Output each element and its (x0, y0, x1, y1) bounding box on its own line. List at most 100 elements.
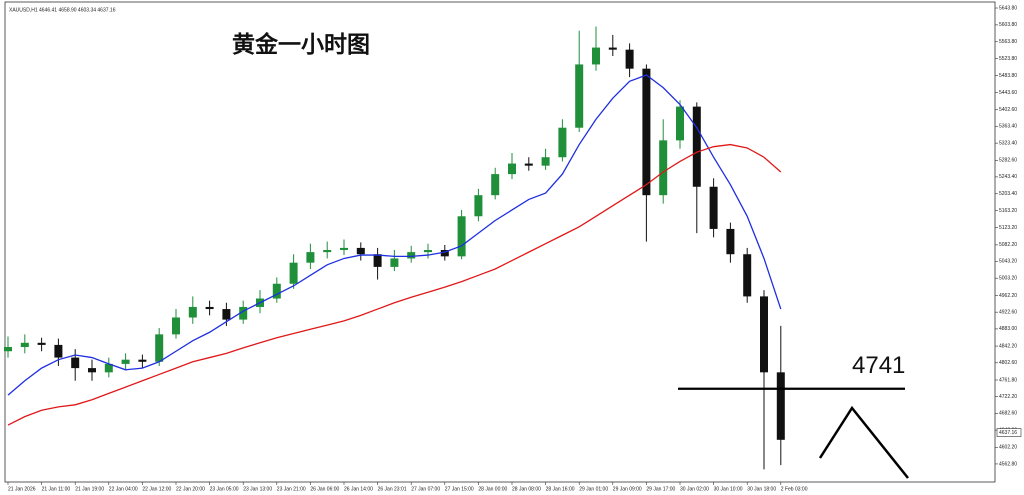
candle-body (373, 254, 382, 267)
y-tick-label: 4842.20 (999, 343, 1017, 349)
candle-body (558, 127, 567, 158)
candle-body (37, 342, 46, 345)
level-label: 4741 (852, 352, 905, 379)
candle-body (306, 252, 315, 263)
chart-title: 黄金一小时图 (232, 31, 370, 57)
current-price-label: 4637.16 (999, 430, 1017, 436)
x-tick-label: 22 Jan 12:00 (142, 486, 171, 492)
y-tick-label: 4922.60 (999, 310, 1017, 316)
y-tick-label: 4962.20 (999, 293, 1017, 299)
x-tick-label: 21 Jan 2026 (8, 486, 36, 492)
x-tick-label: 23 Jan 13:00 (243, 486, 272, 492)
candle-body (323, 250, 332, 253)
current-price-box (996, 428, 1022, 437)
candle-body (205, 306, 214, 310)
candle-body (760, 296, 768, 373)
candle-body (289, 262, 298, 284)
y-tick-label: 5402.60 (999, 107, 1017, 113)
candle-body (659, 140, 668, 196)
y-tick-label: 5443.60 (999, 90, 1017, 96)
x-tick-label: 28 Jan 16:00 (546, 486, 575, 492)
candle-body (457, 216, 466, 257)
x-tick-label: 30 Jan 18:00 (747, 486, 776, 492)
candle-body (592, 47, 600, 65)
x-tick-label: 29 Jan 17:00 (646, 486, 675, 492)
candle-body (508, 163, 516, 175)
x-tick-label: 23 Jan 21:00 (277, 486, 306, 492)
y-tick-label: 5203.40 (999, 191, 1017, 197)
candle-body (575, 64, 584, 128)
candle-body (188, 306, 197, 318)
candle-body (676, 106, 684, 141)
y-tick-label: 5563.80 (999, 39, 1017, 45)
candle-body (692, 106, 701, 187)
x-tick-label: 30 Jan 02:00 (680, 486, 709, 492)
moving-average (7, 143, 782, 426)
candle-body (138, 359, 147, 362)
y-tick-label: 5323.40 (999, 140, 1017, 146)
candle-body (726, 228, 735, 255)
candle-body (121, 359, 130, 364)
y-tick-label: 4761.80 (999, 377, 1017, 383)
x-tick-label: 22 Jan 20:00 (176, 486, 205, 492)
y-tick-label: 5483.80 (999, 73, 1017, 79)
x-tick-label: 26 Jan 14:00 (344, 486, 373, 492)
x-tick-label: 28 Jan 08:00 (512, 486, 541, 492)
candle-body (474, 195, 483, 217)
candle-body (272, 283, 281, 299)
candle-body (541, 157, 550, 166)
candle-body (440, 250, 449, 257)
x-tick-label: 29 Jan 09:00 (613, 486, 642, 492)
y-tick-label: 5043.20 (999, 259, 1017, 265)
candle-body (20, 342, 29, 348)
candle-body (642, 68, 651, 196)
x-tick-label: 29 Jan 01:00 (579, 486, 608, 492)
x-tick-label: 21 Jan 11:00 (42, 486, 71, 492)
candle-body (356, 247, 365, 255)
x-tick-label: 2 Feb 03:00 (781, 486, 808, 492)
x-tick-label: 23 Jan 05:00 (210, 486, 239, 492)
candle-body (239, 306, 248, 320)
arrow-sketch (818, 405, 909, 479)
x-tick-label: 22 Jan 04:00 (109, 486, 138, 492)
y-tick-label: 5523.80 (999, 56, 1017, 62)
y-tick-label: 4562.80 (999, 461, 1017, 467)
candle-body (172, 317, 180, 335)
candle-body (222, 309, 231, 320)
candle-body (608, 47, 617, 50)
y-tick-label: 5282.60 (999, 158, 1017, 164)
candle-body (424, 250, 432, 253)
candle-body (340, 247, 348, 251)
candle-body (4, 347, 12, 352)
y-tick-label: 4682.60 (999, 411, 1017, 417)
candle-body (491, 174, 500, 196)
candle-body (407, 252, 416, 259)
y-tick-label: 4722.20 (999, 394, 1017, 400)
y-tick-label: 5643.80 (999, 5, 1017, 11)
candle-body (524, 163, 533, 166)
x-tick-label: 26 Jan 23:01 (378, 486, 407, 492)
x-tick-label: 27 Jan 07:00 (411, 486, 440, 492)
y-tick-label: 5243.40 (999, 174, 1017, 180)
x-tick-label: 26 Jan 06:00 (310, 486, 339, 492)
candle-body (625, 49, 634, 69)
y-tick-label: 5363.40 (999, 124, 1017, 130)
chart-header: XAUUSD,H1 4646.41 4658.90 4603.34 4637.1… (9, 7, 116, 13)
moving-average (7, 74, 782, 396)
candle-body (709, 186, 718, 229)
y-tick-label: 5082.20 (999, 242, 1017, 248)
candle-body (743, 254, 752, 297)
candle-body (54, 344, 63, 358)
x-tick-label: 28 Jan 00:00 (478, 486, 507, 492)
candle-body (88, 368, 96, 373)
y-tick-label: 4883.00 (999, 326, 1017, 332)
candle-body (155, 334, 164, 362)
x-tick-label: 21 Jan 19:00 (75, 486, 104, 492)
x-tick-label: 27 Jan 15:00 (445, 486, 474, 492)
candle-body (390, 258, 399, 267)
candle-body (776, 372, 785, 440)
candle-body (71, 357, 80, 369)
y-tick-label: 5163.20 (999, 208, 1017, 214)
y-tick-label: 5123.20 (999, 225, 1017, 231)
